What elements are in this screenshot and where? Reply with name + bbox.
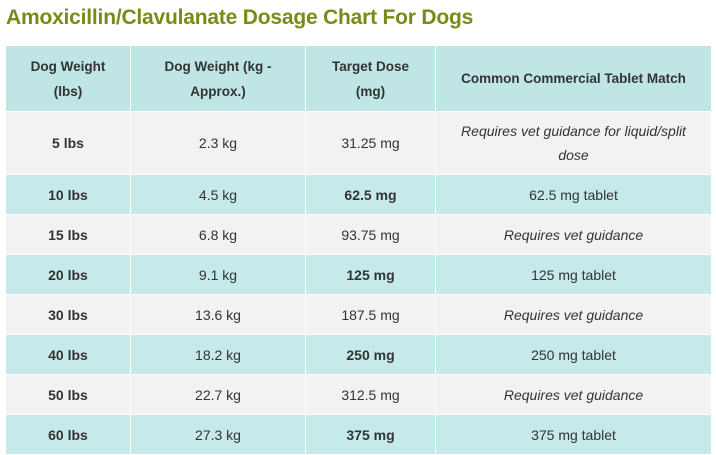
table-cell: 20 lbs [5,254,131,295]
table-cell: Requires vet guidance [435,374,712,415]
table-row: 20 lbs 9.1 kg 125 mg 125 mg tablet [5,254,712,295]
table-cell: 40 lbs [5,334,131,375]
table-row: 60 lbs 27.3 kg 375 mg 375 mg tablet [5,414,712,455]
column-header-text: Common Commercial Tablet Match [461,71,686,86]
column-header: Dog Weight (kg - Approx.) [130,45,306,112]
table-cell: 60 lbs [5,414,131,455]
table-row: 10 lbs 4.5 kg 62.5 mg 62.5 mg tablet [5,174,712,215]
table-cell: 15 lbs [5,214,131,255]
table-row: 50 lbs 22.7 kg 312.5 mg Requires vet guidan… [5,374,712,415]
table-cell: 375 mg tablet [435,414,712,455]
table-cell: 30 lbs [5,294,131,335]
table-cell: 9.1 kg [130,254,306,295]
table-cell: 6.8 kg [130,214,306,255]
table-row: 40 lbs 18.2 kg 250 mg 250 mg tablet [5,334,712,375]
table-cell: 50 lbs [5,374,131,415]
table-cell: 125 mg [305,254,436,295]
column-header-text: Dog Weight (lbs) [30,58,106,99]
table-cell: 93.75 mg [305,214,436,255]
table-cell: 187.5 mg [305,294,436,335]
column-header-text: Target Dose (mg) [331,58,410,99]
table-cell: 27.3 kg [130,414,306,455]
column-header: Common Commercial Tablet Match [435,45,712,112]
table-cell: 31.25 mg [305,111,436,175]
table-cell: 5 lbs [5,111,131,175]
table-cell: 2.3 kg [130,111,306,175]
table-cell: 13.6 kg [130,294,306,335]
table-cell: 250 mg tablet [435,334,712,375]
table-cell: Requires vet guidance [435,214,712,255]
table-row: 15 lbs 6.8 kg 93.75 mg Requires vet guidanc… [5,214,712,255]
table-cell: 22.7 kg [130,374,306,415]
table-body: 5 lbs 2.3 kg 31.25 mg Requires vet guidance… [5,111,712,455]
table-cell: 125 mg tablet [435,254,712,295]
title: Amoxicillin/Clavulanate Dosage Chart For… [6,6,474,29]
table-cell: 250 mg [305,334,436,375]
column-header: Target Dose (mg) [305,45,436,112]
table-cell: Requires vet guidance for liquid/split d… [435,111,712,175]
table-cell: 18.2 kg [130,334,306,375]
table-cell: 4.5 kg [130,174,306,215]
table-cell: 62.5 mg [305,174,436,215]
table-cell: 312.5 mg [305,374,436,415]
dosage-table: Dog Weight (lbs) Dog Weight (kg - Approx.… [5,45,712,455]
column-header: Dog Weight (lbs) [5,45,131,112]
table-cell: 62.5 mg tablet [435,174,712,215]
header-row: Dog Weight (lbs) Dog Weight (kg - Approx.… [5,45,712,112]
column-header-text: Dog Weight (kg - Approx.) [164,58,272,99]
table-cell: Requires vet guidance [435,294,712,335]
table-header: Dog Weight (lbs) Dog Weight (kg - Approx.… [5,45,712,112]
table-cell: 375 mg [305,414,436,455]
table-row: 5 lbs 2.3 kg 31.25 mg Requires vet guidance… [5,111,712,175]
table-row: 30 lbs 13.6 kg 187.5 mg Requires vet guidan… [5,294,712,335]
table-cell: 10 lbs [5,174,131,215]
